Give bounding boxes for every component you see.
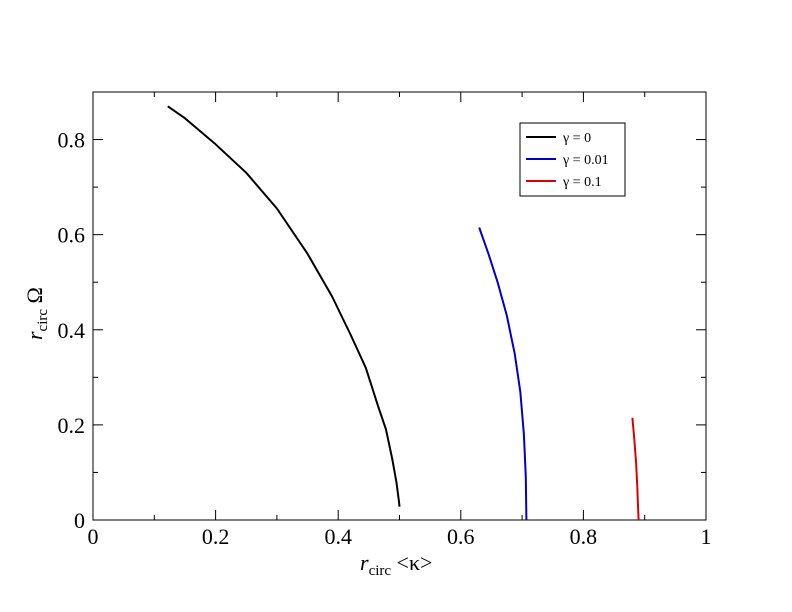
y-tick-label: 0.2 — [58, 413, 86, 438]
x-tick-label: 1 — [701, 524, 712, 549]
y-tick-label: 0.8 — [58, 128, 86, 153]
series-line-1 — [167, 105, 401, 507]
x-tick-label: 0.6 — [447, 524, 475, 549]
legend-label-1: γ = 0 — [562, 131, 591, 146]
legend-label-2: γ = 0.01 — [562, 153, 609, 168]
axis-ticks — [92, 92, 707, 521]
x-tick-label: 0.4 — [324, 524, 352, 549]
x-tick-label: 0.8 — [570, 524, 598, 549]
x-axis-label: rcirc <κ> — [360, 550, 432, 579]
y-axis-label: rcirc Ω — [22, 287, 51, 340]
x-tick-label: 0.2 — [202, 524, 230, 549]
series-lines — [167, 105, 640, 521]
y-tick-label: 0.4 — [58, 318, 86, 343]
x-tick-label: 0 — [88, 524, 99, 549]
y-tick-label: 0 — [74, 508, 85, 533]
y-tick-label: 0.6 — [58, 223, 86, 248]
series-line-3 — [631, 417, 640, 521]
legend: γ = 0 γ = 0.01 γ = 0.1 — [519, 122, 626, 197]
series-line-2 — [478, 227, 528, 521]
legend-label-3: γ = 0.1 — [562, 175, 602, 190]
axis-tick-labels: 0 0.2 0.4 0.6 0.8 1 0 0.2 0.4 0.6 0.8 — [58, 128, 712, 549]
